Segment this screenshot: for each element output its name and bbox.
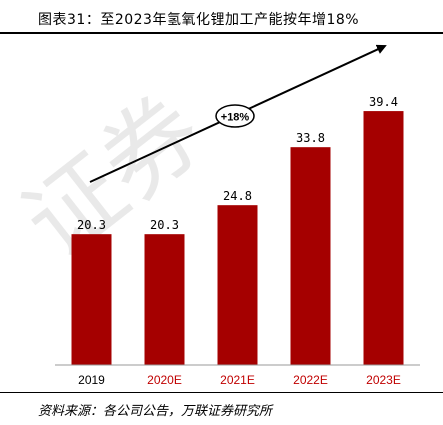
data-label-2022E: 33.8 — [296, 131, 325, 145]
bar-2020E — [144, 234, 185, 365]
data-label-2021E: 24.8 — [223, 189, 252, 203]
bar-2022E — [290, 147, 331, 365]
x-tick-2020E: 2020E — [147, 373, 182, 387]
bar-2019 — [71, 234, 112, 365]
x-tick-2023E: 2023E — [366, 373, 401, 387]
chart-title: 图表31：至2023年氢氧化锂加工产能按年增18% — [38, 12, 360, 28]
bar-2023E — [363, 111, 404, 365]
data-label-2023E: 39.4 — [369, 95, 398, 109]
data-label-2019: 20.3 — [77, 218, 106, 232]
x-tick-2019: 2019 — [78, 373, 105, 387]
bar-2021E — [217, 205, 258, 365]
x-tick-2022E: 2022E — [293, 373, 328, 387]
data-label-2020E: 20.3 — [150, 218, 179, 232]
x-tick-2021E: 2021E — [220, 373, 255, 387]
chart: 20.3 20.3 24.8 33.8 39.4 2019 2020E 2021E 2022E… — [55, 44, 420, 387]
bottom-rule — [0, 392, 443, 393]
title-bar: 图表31：至2023年氢氧化锂加工产能按年增18% — [0, 0, 443, 34]
source-note: 资料来源：各公司公告，万联证券研究所 — [38, 404, 273, 419]
growth-annotation-label: +18% — [221, 112, 250, 124]
growth-annotation: +18% — [215, 104, 255, 128]
